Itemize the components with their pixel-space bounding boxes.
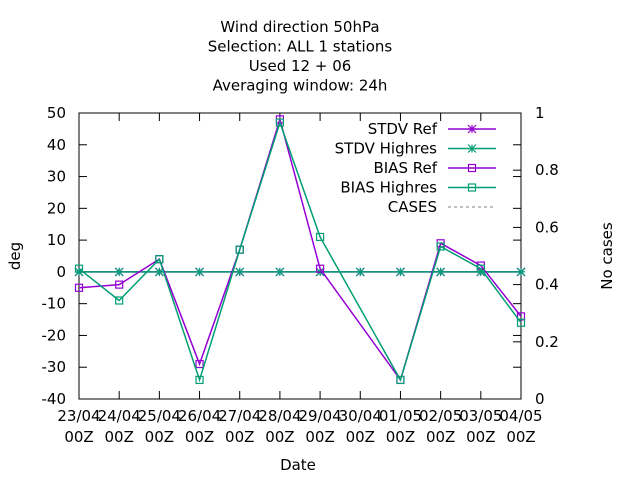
y-tick-label: -40 xyxy=(42,390,67,408)
data-point xyxy=(476,264,485,273)
x-tick-label-hour: 00Z xyxy=(145,428,174,446)
x-tick-label-hour: 00Z xyxy=(506,428,535,446)
legend-marker xyxy=(467,183,477,192)
data-point xyxy=(235,245,244,254)
data-point xyxy=(355,267,365,277)
y-tick-label: -10 xyxy=(42,295,67,313)
data-point xyxy=(275,267,285,277)
series-2 xyxy=(74,115,526,385)
x-tick-label-hour: 00Z xyxy=(64,428,93,446)
title-line: Selection: ALL 1 stations xyxy=(208,38,393,56)
x-tick-label-date: 01/05 xyxy=(379,407,422,425)
y2-axis: 0 0.2 0.4 0.6 0.8 1 xyxy=(513,104,559,408)
data-point xyxy=(74,283,84,292)
y-tick-label: 30 xyxy=(47,168,66,186)
x-tick-label-hour: 00Z xyxy=(104,428,133,446)
legend-label: STDV Ref xyxy=(368,120,438,138)
legend-label: BIAS Ref xyxy=(373,159,437,177)
data-point xyxy=(74,264,84,273)
y-tick-label: -20 xyxy=(42,326,67,344)
legend-item: STDV Highres xyxy=(335,140,496,158)
legend-item: BIAS Highres xyxy=(340,179,496,197)
data-point xyxy=(436,242,445,251)
x-tick-label-hour: 00Z xyxy=(346,428,375,446)
y-tick-label: 0 xyxy=(56,263,66,281)
data-point xyxy=(516,267,526,277)
legend-marker xyxy=(467,144,477,153)
x-tick-label-date: 26/04 xyxy=(178,407,221,425)
data-point xyxy=(516,312,526,321)
data-point xyxy=(396,375,405,385)
x-tick-label-hour: 00Z xyxy=(466,428,495,446)
legend-item: STDV Ref xyxy=(368,120,496,138)
data-point xyxy=(275,118,285,127)
data-point xyxy=(195,359,204,369)
x-axis: 23/0400Z24/0400Z25/0400Z26/0400Z27/0400Z… xyxy=(57,113,543,446)
x-tick-label-date: 29/04 xyxy=(298,407,341,425)
x-tick-label-date: 30/04 xyxy=(339,407,382,425)
y-axis-title: deg xyxy=(6,242,24,270)
data-point xyxy=(195,267,204,277)
data-point xyxy=(396,267,405,277)
x-tick-label-hour: 00Z xyxy=(386,428,415,446)
legend-label: STDV Highres xyxy=(335,140,438,158)
data-point xyxy=(315,264,325,273)
data-point xyxy=(115,296,124,305)
series-line xyxy=(78,116,522,382)
y-tick-label: 40 xyxy=(47,136,66,154)
x-tick-label-date: 04/05 xyxy=(499,407,542,425)
x-tick-label-date: 23/04 xyxy=(57,407,100,425)
series-3 xyxy=(74,118,526,385)
x-tick-label-date: 03/05 xyxy=(459,407,502,425)
y2-tick-label: 1 xyxy=(535,104,545,122)
series-layer xyxy=(74,115,526,385)
legend-item: BIAS Ref xyxy=(373,159,496,177)
y2-axis-title: No cases xyxy=(598,222,616,290)
data-point xyxy=(195,375,204,385)
y-tick-label: 50 xyxy=(47,104,66,122)
legend-label: CASES xyxy=(388,198,437,216)
x-tick-label-hour: 00Z xyxy=(185,428,214,446)
y-tick-label: -30 xyxy=(42,358,67,376)
y-axis: -40 -30 -20 -10 0 10 20 30 40 50 xyxy=(42,104,521,408)
x-tick-label-date: 27/04 xyxy=(218,407,261,425)
x-tick-label-date: 25/04 xyxy=(138,407,181,425)
x-tick-label-hour: 00Z xyxy=(305,428,334,446)
y2-tick-label: 0 xyxy=(535,390,545,408)
data-point xyxy=(115,280,124,289)
x-tick-label-hour: 00Z xyxy=(426,428,455,446)
y-tick-label: 10 xyxy=(47,231,66,249)
title-line: Averaging window: 24h xyxy=(213,77,388,95)
plot-frame xyxy=(78,112,522,400)
data-point xyxy=(436,267,446,277)
title-line: Wind direction 50hPa xyxy=(220,18,379,36)
x-axis-title: Date xyxy=(280,456,316,474)
x-tick-label-hour: 00Z xyxy=(265,428,294,446)
data-point xyxy=(516,318,526,327)
legend-item: CASES xyxy=(388,198,496,216)
series-line xyxy=(78,120,522,383)
data-point xyxy=(155,255,164,264)
y-tick-label: 20 xyxy=(47,199,66,217)
title-line: Used 12 + 06 xyxy=(249,57,352,75)
y2-tick-label: 0.8 xyxy=(535,161,559,179)
x-tick-label-date: 28/04 xyxy=(258,407,301,425)
chart-title: Wind direction 50hPa Selection: ALL 1 sta… xyxy=(208,18,393,95)
y2-tick-label: 0.2 xyxy=(535,333,559,351)
data-point xyxy=(315,232,325,242)
legend-marker xyxy=(467,124,477,134)
x-tick-label-date: 02/05 xyxy=(419,407,462,425)
data-point xyxy=(114,267,124,277)
x-tick-label-date: 24/04 xyxy=(98,407,141,425)
legend-label: BIAS Highres xyxy=(340,179,437,197)
legend-marker xyxy=(467,163,477,173)
y2-tick-label: 0.4 xyxy=(535,276,559,294)
x-tick-label-hour: 00Z xyxy=(225,428,254,446)
y2-tick-label: 0.6 xyxy=(535,218,559,236)
data-point xyxy=(235,267,245,277)
